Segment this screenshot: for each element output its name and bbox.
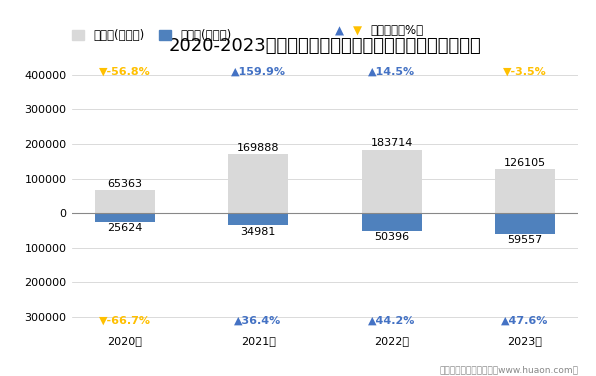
Text: ▲: ▲ [335, 24, 344, 37]
Legend: 出口额(万美元), 进口额(万美元): 出口额(万美元), 进口额(万美元) [72, 29, 231, 42]
Bar [95, 213, 154, 222]
Text: ▲14.5%: ▲14.5% [368, 66, 415, 76]
Text: 50396: 50396 [374, 232, 409, 242]
Bar [362, 213, 421, 230]
Text: ▼-66.7%: ▼-66.7% [98, 315, 151, 325]
Text: 制图：华经产业研究院（www.huaon.com）: 制图：华经产业研究院（www.huaon.com） [439, 365, 578, 374]
Text: ▼-56.8%: ▼-56.8% [99, 66, 150, 76]
Title: 2020-2023年银川市商品收发货人所在地进、出口额统计: 2020-2023年银川市商品收发货人所在地进、出口额统计 [169, 37, 481, 55]
Bar [495, 213, 555, 234]
Text: 126105: 126105 [504, 158, 546, 168]
Text: ▼: ▼ [353, 24, 362, 37]
Text: ▲44.2%: ▲44.2% [368, 315, 415, 325]
Text: ▲159.9%: ▲159.9% [231, 66, 285, 76]
Text: ▲47.6%: ▲47.6% [501, 315, 549, 325]
Bar [228, 213, 288, 225]
Bar [228, 154, 288, 213]
Text: ▼-3.5%: ▼-3.5% [503, 66, 547, 76]
Text: 169888: 169888 [237, 143, 280, 153]
Text: ▲36.4%: ▲36.4% [234, 315, 282, 325]
Bar [362, 150, 421, 213]
Text: 34981: 34981 [240, 227, 276, 237]
Text: 183714: 183714 [370, 138, 413, 148]
Text: 65363: 65363 [107, 179, 142, 189]
Bar [495, 170, 555, 213]
Text: 同比增长（%）: 同比增长（%） [371, 24, 424, 37]
Bar [95, 191, 154, 213]
Text: 25624: 25624 [107, 223, 142, 233]
Text: 59557: 59557 [507, 235, 543, 245]
